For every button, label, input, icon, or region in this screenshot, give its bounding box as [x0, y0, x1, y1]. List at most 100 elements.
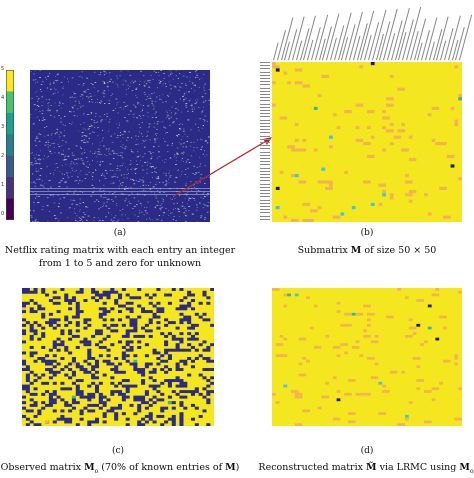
matrix-cell [204, 120, 205, 121]
mask-cell [64, 404, 68, 407]
mask-cell [34, 329, 38, 332]
matrix-cell [91, 174, 92, 175]
matrix-cell [199, 202, 200, 203]
matrix-cell [134, 198, 136, 199]
matrix-cell [72, 77, 74, 78]
mask-cell [64, 401, 68, 404]
matrix-cell [63, 160, 64, 161]
matrix-cell [114, 176, 116, 177]
matrix-cell [64, 130, 65, 131]
matrix-cell [99, 116, 100, 117]
mask-cell [91, 365, 95, 368]
mask-cell [103, 318, 107, 321]
matrix-cell [148, 98, 149, 99]
matrix-cell-accent [371, 203, 375, 206]
mask-cell [57, 302, 61, 305]
matrix-cell [146, 99, 147, 100]
matrix-cell [390, 123, 394, 126]
matrix-cell [344, 171, 348, 174]
matrix-cell [185, 147, 187, 148]
matrix-cell [199, 203, 201, 204]
colorbar-tick: 0 [1, 211, 4, 217]
row-tick [260, 81, 270, 82]
matrix-cell [159, 146, 160, 147]
matrix-cell [113, 183, 115, 184]
mask-cell [72, 374, 76, 377]
matrix-cell [53, 196, 54, 197]
matrix-cell [137, 216, 138, 217]
mask-cell [68, 338, 72, 341]
matrix-cell [36, 196, 37, 197]
matrix-cell [206, 205, 208, 206]
matrix-cell [168, 173, 169, 174]
mask-cell [80, 393, 84, 396]
matrix-cell [363, 305, 371, 308]
panel-d-tag: (d) [267, 446, 467, 456]
matrix-cell [67, 217, 68, 218]
mask-cell [191, 365, 195, 368]
matrix-cell [68, 149, 70, 150]
matrix-cell [203, 178, 205, 179]
matrix-cell [181, 112, 182, 113]
mask-cell [126, 418, 130, 421]
matrix-cell [174, 154, 175, 155]
matrix-cell [196, 193, 197, 194]
row-tick [260, 196, 270, 197]
matrix-cell [428, 113, 432, 116]
matrix-cell [359, 65, 363, 68]
matrix-cell [173, 209, 174, 210]
matrix-cell [112, 142, 114, 143]
matrix-cell [122, 157, 124, 158]
matrix-cell [35, 109, 36, 110]
matrix-cell [74, 164, 75, 165]
mask-cell [126, 360, 130, 363]
matrix-cell [163, 215, 164, 216]
matrix-cell [89, 101, 90, 102]
mask-cell [130, 307, 134, 310]
mask-cell [49, 318, 53, 321]
matrix-cell [156, 198, 157, 199]
matrix-cell [35, 183, 36, 184]
matrix-cell [152, 166, 154, 167]
matrix-cell [162, 102, 163, 103]
matrix-cell [163, 201, 164, 202]
matrix-cell [90, 83, 92, 84]
matrix-cell [382, 116, 390, 119]
mask-cell [49, 299, 53, 302]
matrix-cell [344, 313, 352, 316]
matrix-cell [53, 82, 55, 83]
matrix-cell [149, 126, 150, 127]
matrix-cell [117, 177, 119, 178]
mask-cell [183, 316, 187, 319]
matrix-cell [72, 108, 74, 109]
mask-cell [145, 390, 149, 393]
mask-cell [76, 393, 80, 396]
matrix-cell [94, 153, 95, 154]
matrix-cell [193, 198, 195, 199]
mask-cell [72, 407, 76, 410]
mask-cell [37, 412, 41, 415]
mask-cell [110, 318, 114, 321]
matrix-cell [190, 77, 191, 78]
matrix-cell [99, 164, 101, 165]
matrix-cell [92, 192, 94, 193]
matrix-cell [165, 159, 166, 160]
matrix-cell [103, 71, 104, 72]
matrix-cell [99, 142, 100, 143]
matrix-cell [165, 173, 166, 174]
matrix-cell [80, 147, 81, 148]
matrix-cell [157, 178, 159, 179]
mask-cell [206, 385, 210, 388]
matrix-cell [130, 164, 131, 165]
mask-cell [137, 368, 141, 371]
mask-cell [179, 415, 183, 418]
matrix-cell [70, 163, 71, 164]
matrix-cell [93, 132, 95, 133]
matrix-cell [125, 214, 126, 215]
matrix-cell [143, 190, 144, 191]
mask-cell [145, 310, 149, 313]
mask-cell [187, 349, 191, 352]
matrix-cell [291, 390, 299, 393]
mask-cell [168, 354, 172, 357]
matrix-cell [41, 84, 43, 85]
